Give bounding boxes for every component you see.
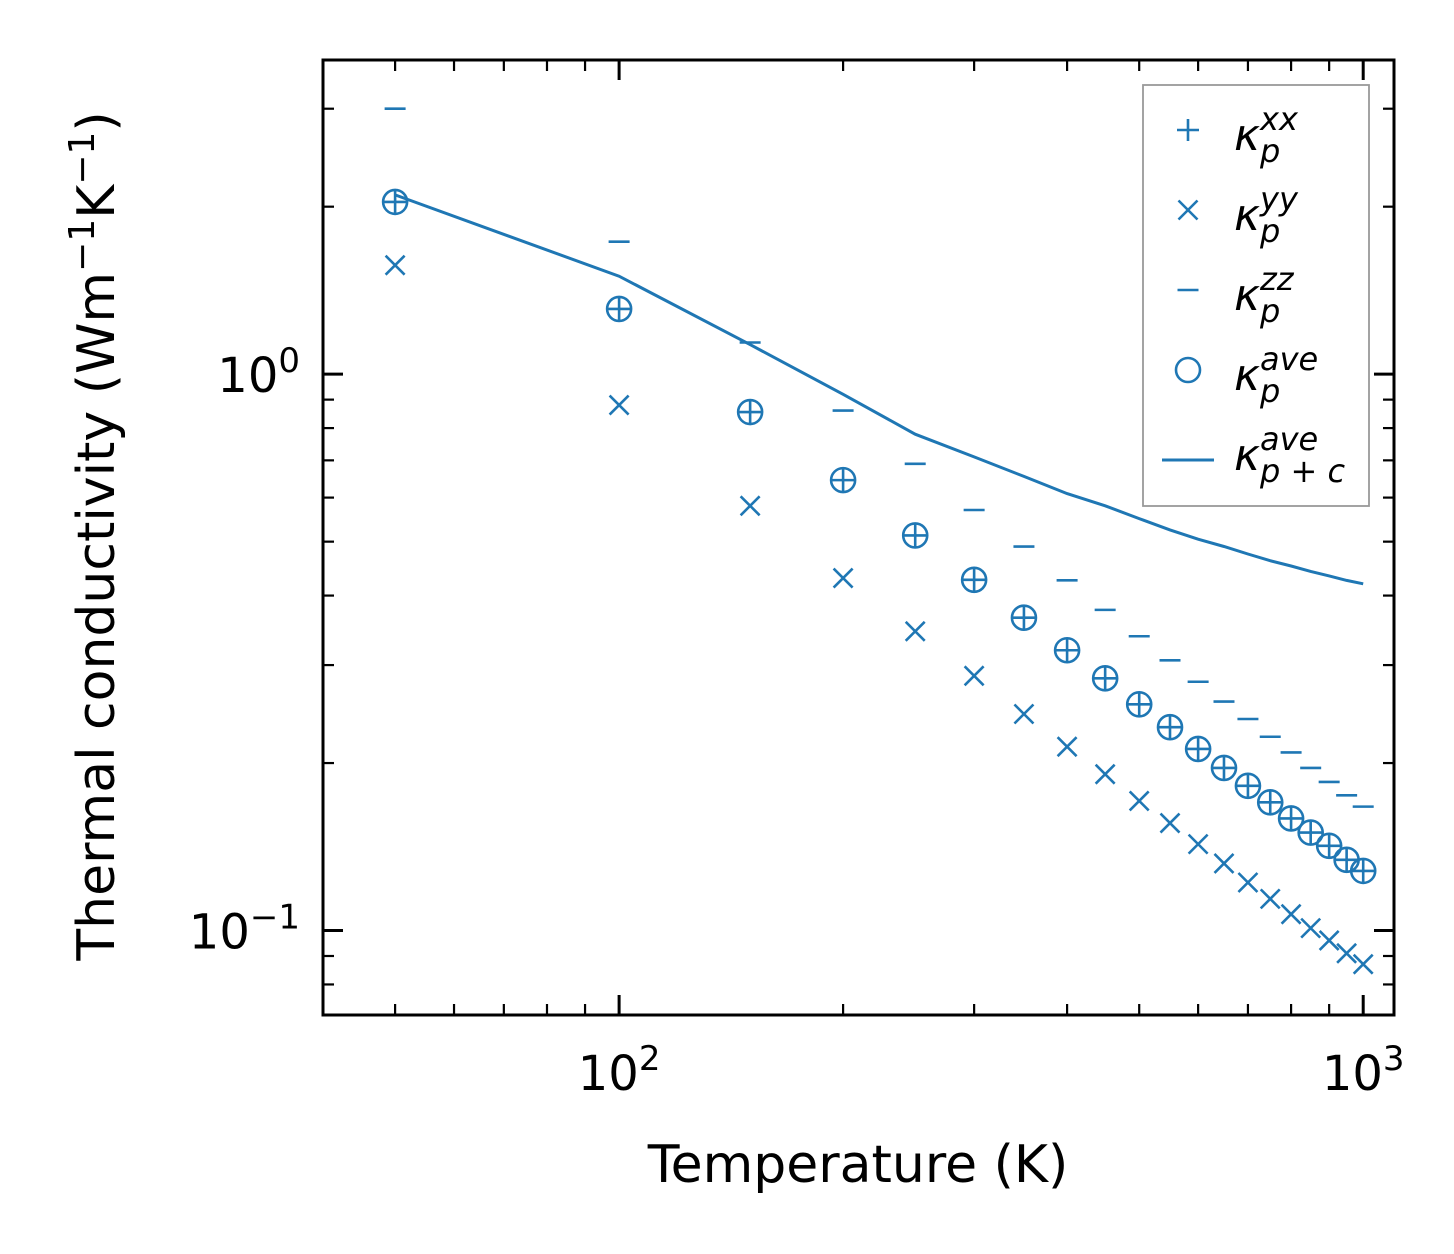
data-point xyxy=(1299,821,1322,844)
data-point xyxy=(1315,832,1343,860)
data-point xyxy=(1010,604,1038,631)
series-kappa_p_ave xyxy=(381,188,1377,885)
data-point xyxy=(1094,667,1117,690)
data-point xyxy=(963,568,986,591)
data-point xyxy=(1128,693,1151,716)
data-point xyxy=(1125,691,1153,718)
data-point xyxy=(1300,917,1322,939)
data-point xyxy=(384,254,406,276)
data-point xyxy=(1318,834,1341,857)
legend-label: κave p xyxy=(1234,340,1318,410)
series-kappa_p_zz xyxy=(384,107,1374,808)
data-point xyxy=(1053,636,1081,664)
legend: κxx p κyy p κzz p κave p κave p + c xyxy=(1142,84,1370,507)
series-line xyxy=(394,193,1364,586)
y-tick-label: 100 xyxy=(217,341,300,404)
legend-marker xyxy=(1177,119,1199,141)
data-point xyxy=(1256,789,1284,816)
x-tick-label: 103 xyxy=(1322,1039,1405,1102)
data-point xyxy=(1094,763,1116,785)
data-point xyxy=(384,190,407,213)
series-kappa_p_xx xyxy=(384,190,1375,882)
data-point xyxy=(1259,791,1282,814)
series-layer xyxy=(381,107,1377,975)
legend-frame xyxy=(1142,84,1370,507)
legend-entry: κzz p xyxy=(1177,260,1295,330)
data-point xyxy=(1236,774,1259,797)
data-point xyxy=(1234,772,1262,800)
data-point xyxy=(381,188,409,216)
data-point xyxy=(832,567,854,589)
data-point xyxy=(739,401,762,424)
data-point xyxy=(608,297,631,320)
legend-label: κzz p xyxy=(1234,260,1295,330)
data-point xyxy=(1213,853,1235,874)
data-point xyxy=(1159,716,1182,739)
data-point xyxy=(1297,819,1324,846)
labels-layer: 102 103 10−1 100 xyxy=(189,341,1405,1102)
data-point xyxy=(608,394,630,416)
data-point xyxy=(1349,857,1377,885)
data-point xyxy=(1159,812,1181,834)
plot-frame xyxy=(321,58,1396,1017)
data-point xyxy=(1259,888,1281,910)
data-point xyxy=(832,469,855,492)
data-point xyxy=(960,566,988,594)
data-point xyxy=(901,522,929,549)
series-kappa_p+c_ave xyxy=(394,193,1364,586)
legend-label: κxx p xyxy=(1234,100,1299,170)
legend-entry: κave p xyxy=(1174,340,1318,410)
data-point xyxy=(736,398,764,426)
data-point xyxy=(1318,929,1340,951)
data-point xyxy=(1335,848,1358,871)
y-tick-label: 10−1 xyxy=(189,898,300,961)
data-point xyxy=(1210,754,1238,782)
data-point xyxy=(1184,735,1212,763)
data-point xyxy=(1336,942,1358,964)
ticks-layer xyxy=(321,60,1394,1015)
series-kappa_p_yy xyxy=(384,254,1374,975)
data-point xyxy=(1212,756,1235,779)
data-point xyxy=(963,665,985,687)
legend-entry: κxx p xyxy=(1177,100,1299,170)
data-point xyxy=(605,295,633,323)
data-point xyxy=(1156,713,1184,741)
data-point xyxy=(1352,859,1375,882)
data-point xyxy=(1280,807,1303,830)
legend-label: κyy p xyxy=(1234,180,1299,250)
legend-entry: κave p + c xyxy=(1162,420,1345,490)
data-point xyxy=(1352,953,1374,975)
data-point xyxy=(1012,606,1035,629)
data-point xyxy=(1237,872,1259,893)
data-point xyxy=(1128,790,1150,812)
data-point xyxy=(904,620,926,642)
data-point xyxy=(1187,737,1210,760)
data-point xyxy=(904,524,927,547)
legend-marker xyxy=(1174,356,1202,384)
data-point xyxy=(1280,903,1302,925)
y-axis-label: Thermal conductivity (Wm−1K−1) xyxy=(62,111,127,961)
data-point xyxy=(739,495,761,517)
legend-marker xyxy=(1177,199,1199,221)
legend-entry: κyy p xyxy=(1177,180,1299,250)
legend-label: κave p + c xyxy=(1234,420,1345,490)
data-point xyxy=(1056,736,1078,758)
data-point xyxy=(1013,703,1035,725)
x-axis-label: Temperature (K) xyxy=(647,1135,1069,1195)
data-point xyxy=(1187,833,1209,855)
data-point xyxy=(1091,665,1119,692)
data-point xyxy=(829,466,857,494)
data-point xyxy=(1056,639,1079,662)
data-point xyxy=(1277,805,1305,832)
x-tick-label: 102 xyxy=(578,1039,661,1102)
